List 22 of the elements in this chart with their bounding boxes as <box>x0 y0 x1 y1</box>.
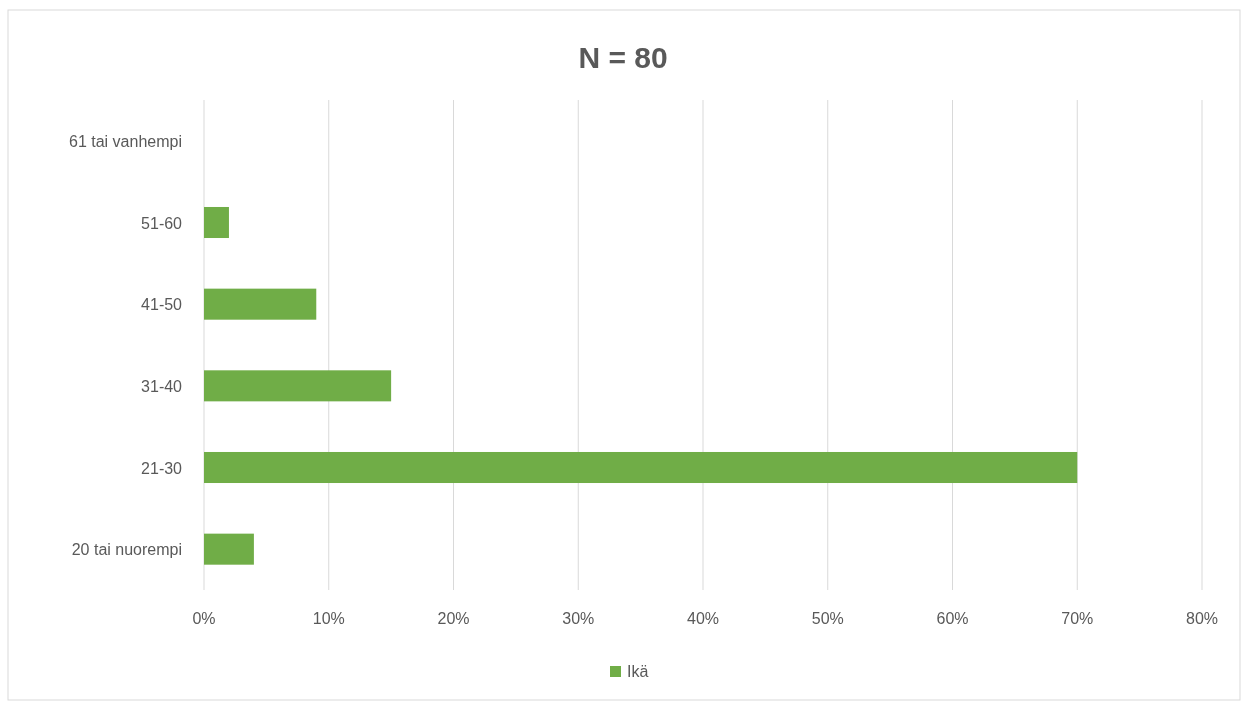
bar <box>204 288 317 320</box>
x-tick-label: 40% <box>686 610 720 627</box>
y-tick-label: 51-60 <box>141 214 183 232</box>
x-tick-label: 50% <box>811 610 844 627</box>
bar <box>204 533 254 565</box>
x-tick-label: 0% <box>192 610 216 627</box>
y-tick-label: 20 tai nuorempi <box>71 541 182 559</box>
legend-label: Ikä <box>627 663 649 680</box>
x-tick-label: 80% <box>1185 610 1219 627</box>
x-tick-label: 20% <box>437 610 470 627</box>
bar <box>204 370 392 402</box>
y-tick-label: 21-30 <box>141 459 183 477</box>
y-tick-label: 61 tai vanhempi <box>69 132 182 150</box>
bar <box>204 451 1078 484</box>
x-tick-label: 10% <box>312 610 345 627</box>
x-tick-label: 70% <box>1061 610 1094 627</box>
x-tick-label: 60% <box>936 610 969 627</box>
bar <box>204 206 229 239</box>
y-tick-label: 41-50 <box>141 296 183 314</box>
chart-title: N = 80 <box>578 41 668 74</box>
y-tick-label: 31-40 <box>141 377 183 395</box>
x-tick-label: 30% <box>562 610 595 627</box>
